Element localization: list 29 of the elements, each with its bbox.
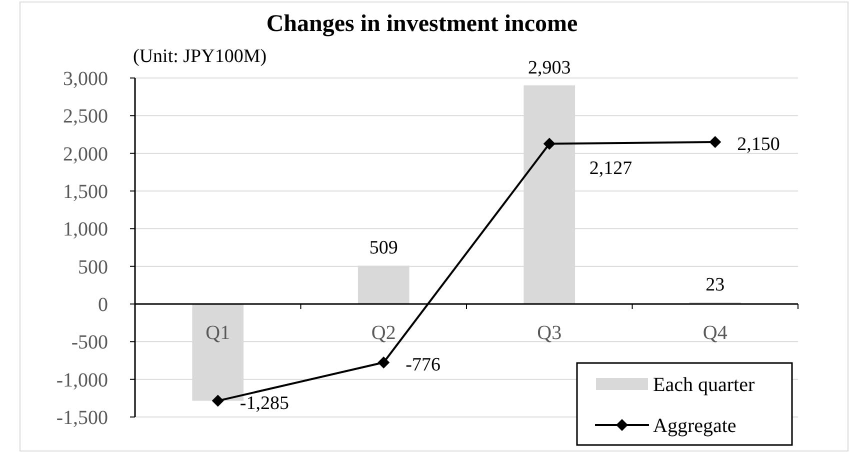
data-label: 2,127	[589, 158, 632, 179]
data-label: 23	[706, 274, 725, 296]
chart-title: Changes in investment income	[266, 11, 578, 37]
x-tick-label: Q1	[206, 322, 230, 344]
data-label: -1,285	[240, 392, 289, 414]
x-tick-label: Q4	[702, 322, 728, 344]
y-tick-label: 0	[98, 294, 108, 316]
data-label: 2,150	[737, 134, 780, 156]
point	[709, 136, 722, 148]
x-tick-label: Q2	[371, 322, 396, 344]
y-tick-label: 1,000	[63, 218, 108, 241]
y-tick-label: 1,500	[63, 181, 108, 203]
legend-label: Each quarter	[653, 374, 755, 396]
legend-label: Aggregate	[653, 415, 736, 437]
data-label: 2,903	[528, 57, 571, 78]
y-tick-label: -1,000	[56, 369, 108, 392]
data-label: 509	[369, 238, 398, 259]
y-tick-label: 500	[78, 256, 108, 278]
y-tick-label: -500	[71, 332, 108, 354]
point	[543, 138, 556, 150]
x-tick-label: Q3	[537, 322, 562, 344]
y-tick-label: 2,000	[63, 143, 108, 166]
y-tick-label: 3,000	[63, 68, 108, 90]
point	[212, 394, 224, 407]
y-tick-label: 2,500	[63, 106, 108, 128]
point	[378, 356, 390, 368]
y-tick-label: -1,500	[56, 407, 108, 429]
data-label: -776	[406, 354, 440, 376]
text: (Unit: JPY100M)	[133, 46, 267, 67]
